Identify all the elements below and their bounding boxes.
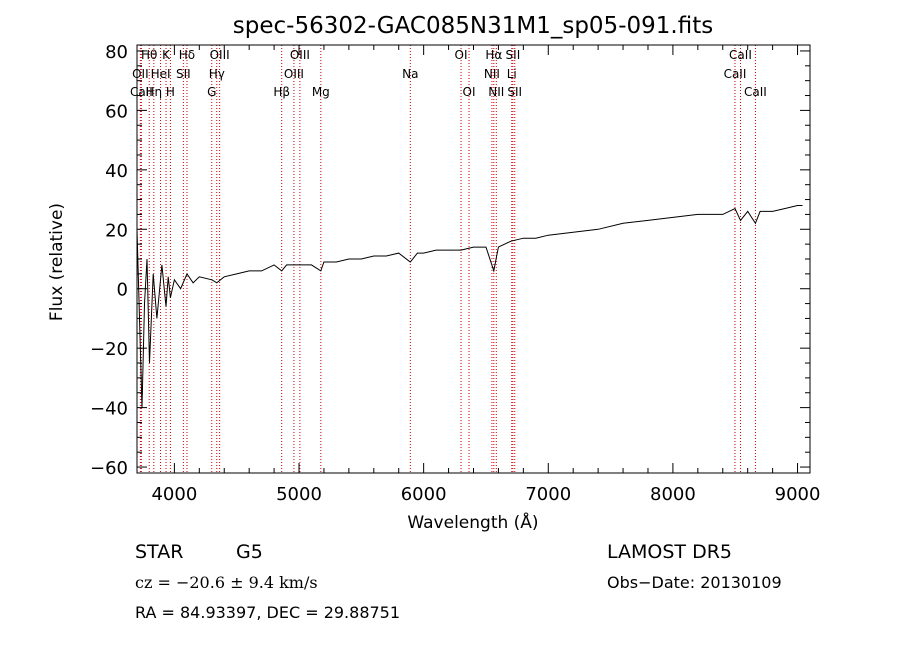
line-label-12: Hβ — [273, 85, 290, 99]
y-axis-label: Flux (relative) — [47, 203, 67, 321]
sky-coordinates: RA = 84.93397, DEC = 29.88751 — [135, 603, 401, 622]
x-tick-label: 6000 — [401, 484, 447, 505]
line-label-21: NII — [488, 85, 504, 99]
observation-date: Obs−Date: 20130109 — [607, 573, 782, 592]
spectral-line-labels: OIICaIIHθHηHeIKHSIIHδGHγOIIIHβOIIIOIIIMg… — [130, 48, 767, 99]
line-label-19: NII — [484, 67, 500, 81]
object-subclass: G5 — [236, 541, 263, 563]
line-label-5: K — [162, 48, 171, 62]
line-label-4: HeI — [151, 67, 171, 81]
line-label-15: Mg — [312, 85, 330, 99]
line-label-3: Hη — [146, 85, 163, 99]
y-tick-label: 60 — [105, 101, 128, 122]
x-axis-label: Wavelength (Å) — [407, 511, 538, 533]
x-tick-label: 9000 — [775, 484, 821, 505]
line-label-9: G — [207, 85, 216, 99]
object-class: STAR — [135, 541, 184, 563]
y-tick-label: 40 — [105, 161, 128, 182]
line-label-25: CaII — [724, 67, 747, 81]
x-tick-label: 4000 — [151, 484, 197, 505]
line-label-14: OIII — [290, 48, 310, 62]
line-label-1: CaII — [130, 85, 153, 99]
x-tick-label: 5000 — [276, 484, 322, 505]
y-tick-label: 20 — [105, 220, 128, 241]
line-label-13: OIII — [284, 67, 304, 81]
line-label-11: OIII — [210, 48, 230, 62]
line-label-22: Li — [507, 67, 517, 81]
line-label-26: CaII — [729, 48, 752, 62]
line-label-8: Hδ — [179, 48, 195, 62]
y-tick-label: 0 — [117, 280, 128, 301]
y-axis-ticks: −60 −40 −20 0 20 40 60 80 — [90, 42, 810, 479]
redshift-velocity: cz = −20.6 ± 9.4 km/s — [135, 573, 318, 592]
x-tick-label: 8000 — [650, 484, 696, 505]
line-label-16: Na — [402, 67, 418, 81]
line-label-10: Hγ — [209, 67, 225, 81]
plot-frame — [136, 44, 811, 474]
line-label-24: SII — [507, 85, 522, 99]
line-label-2: Hθ — [141, 48, 157, 62]
spectrum-line — [136, 205, 803, 408]
line-label-18: OI — [463, 85, 476, 99]
x-axis-ticks: 4000 5000 6000 7000 8000 9000 — [151, 45, 820, 505]
chart-title: spec-56302-GAC085N31M1_sp05-091.fits — [233, 13, 713, 39]
line-label-17: OI — [455, 48, 468, 62]
y-tick-label: −40 — [90, 399, 128, 420]
spectral-line-markers — [139, 45, 756, 473]
line-label-6: H — [166, 85, 175, 99]
line-label-7: SII — [176, 67, 191, 81]
y-tick-label: 80 — [105, 42, 128, 63]
line-label-20: Hα — [485, 48, 502, 62]
survey-name: LAMOST DR5 — [607, 541, 732, 563]
line-label-0: OII — [132, 67, 149, 81]
x-tick-label: 7000 — [525, 484, 571, 505]
y-tick-label: −20 — [90, 339, 128, 360]
y-tick-label: −60 — [90, 458, 128, 479]
line-label-27: CaII — [744, 85, 767, 99]
line-label-23: SII — [506, 48, 521, 62]
